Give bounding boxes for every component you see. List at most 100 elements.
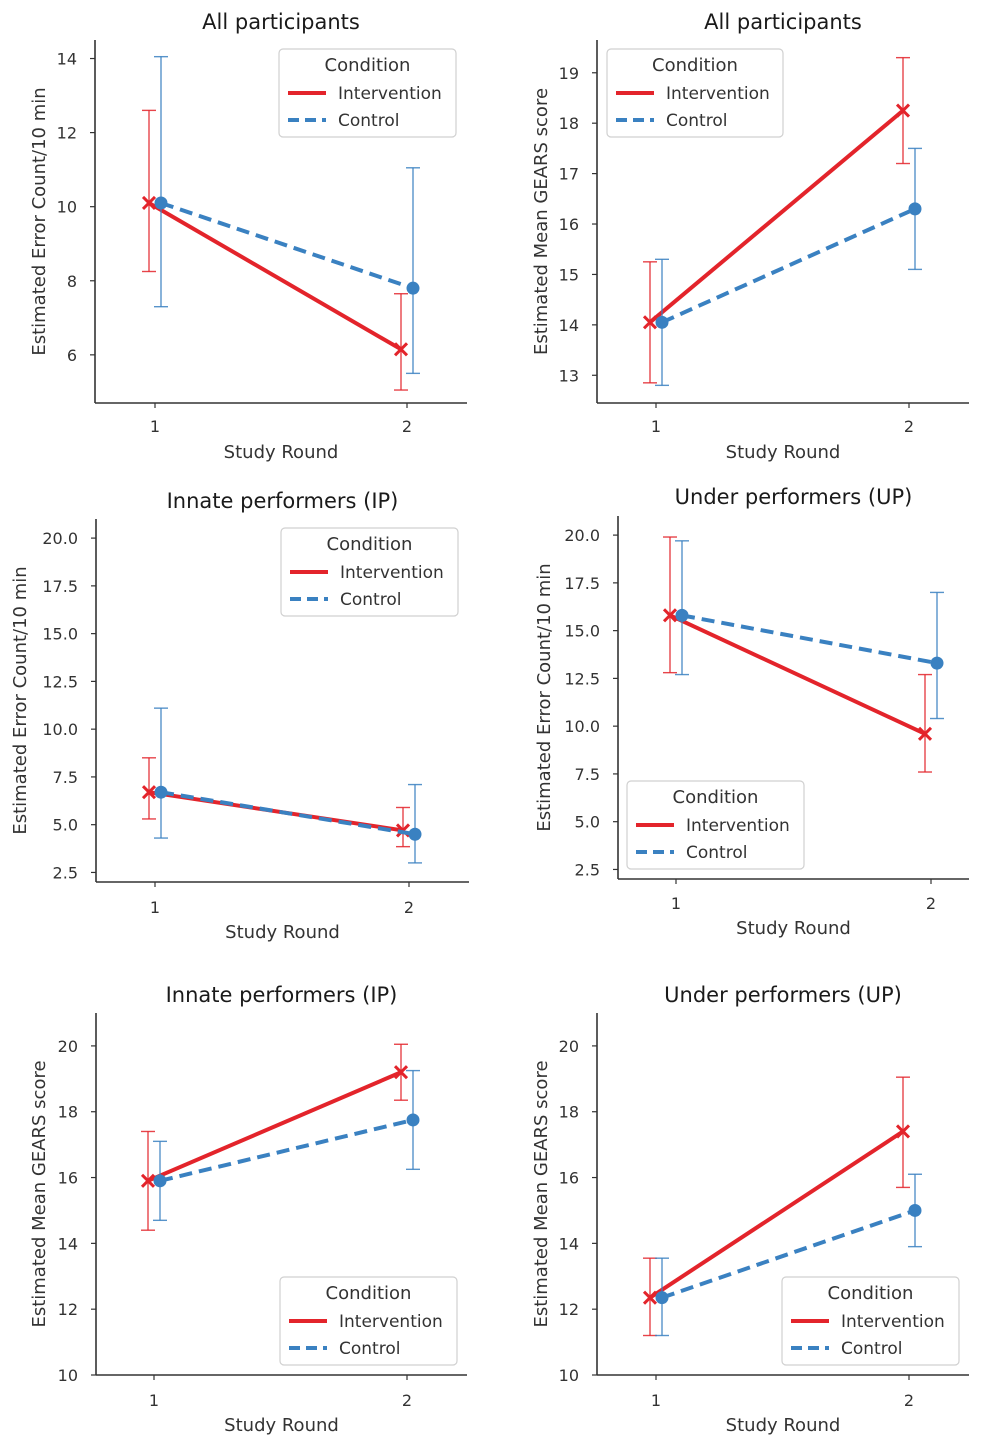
x-marker xyxy=(895,103,911,118)
legend-title: Condition xyxy=(326,1283,412,1304)
legend-label: Intervention xyxy=(340,563,444,583)
legend-label: Control xyxy=(339,1339,400,1359)
x-tick-label: 2 xyxy=(904,1391,914,1410)
y-tick-label: 16 xyxy=(559,1169,579,1188)
error-bar xyxy=(406,167,420,375)
circle-marker xyxy=(655,315,669,329)
circle-marker xyxy=(154,785,168,799)
y-tick-label: 18 xyxy=(559,1103,579,1122)
x-marker xyxy=(642,315,658,330)
x-axis-label: Study Round xyxy=(726,1415,841,1436)
y-tick-label: 5.0 xyxy=(53,816,78,835)
series-line-intervention xyxy=(648,1129,905,1300)
chart-panel-3: Innate performers (IP) 2.5 5.0 7.5 10.0 12.5 1… xyxy=(10,489,469,943)
y-tick-label: 2.5 xyxy=(575,860,600,879)
legend-title: Condition xyxy=(828,1283,914,1304)
legend-label: Intervention xyxy=(338,84,442,104)
y-tick-label: 18 xyxy=(559,114,579,133)
x-marker xyxy=(917,726,933,741)
y-tick-label: 15 xyxy=(559,265,579,284)
y-tick-label: 12.5 xyxy=(42,672,78,691)
y-tick-label: 14 xyxy=(58,1234,78,1253)
x-axis-label: Study Round xyxy=(224,442,339,463)
y-axis-label: Estimated Error Count/10 min xyxy=(10,566,31,834)
legend-label: Control xyxy=(338,111,399,131)
x-axis-label: Study Round xyxy=(736,918,851,939)
x-tick-label: 1 xyxy=(150,417,160,436)
y-tick-label: 20 xyxy=(58,1037,78,1056)
legend-box xyxy=(280,527,459,617)
y-tick-label: 15.0 xyxy=(564,622,600,641)
legend: Condition Intervention Control xyxy=(279,1276,458,1366)
x-marker xyxy=(393,1065,409,1080)
legend-box xyxy=(781,1276,960,1366)
y-tick-label: 19 xyxy=(559,64,579,83)
y-tick-label: 10 xyxy=(57,198,77,217)
series-line-control xyxy=(661,1208,916,1300)
error-bar xyxy=(930,591,944,720)
series-line-control xyxy=(160,201,414,291)
legend-label: Intervention xyxy=(666,84,770,104)
chart-panel-2: All participants 13 14 15 16 17 18 19 1 2 Study Ro… xyxy=(531,10,969,463)
y-tick-label: 12 xyxy=(58,1300,78,1319)
circle-marker xyxy=(930,656,944,670)
y-tick-label: 20 xyxy=(559,1037,579,1056)
y-axis-label: Estimated Mean GEARS score xyxy=(531,88,552,355)
legend: Condition Intervention Control xyxy=(606,48,784,138)
y-tick-label: 15.0 xyxy=(42,625,78,644)
x-marker xyxy=(141,195,157,211)
circle-marker xyxy=(153,1174,167,1188)
legend: Condition Intervention Control xyxy=(626,780,805,870)
x-marker xyxy=(140,1173,156,1188)
x-tick-label: 2 xyxy=(404,898,414,917)
y-axis-label: Estimated Error Count/10 min xyxy=(29,87,50,355)
error-bar xyxy=(154,55,168,308)
chart-title: Innate performers (IP) xyxy=(167,489,399,513)
x-marker xyxy=(393,342,409,357)
y-tick-label: 17 xyxy=(559,165,579,184)
legend-label: Control xyxy=(340,590,401,610)
legend-label: Control xyxy=(841,1339,902,1359)
x-tick-label: 2 xyxy=(402,1391,412,1410)
y-tick-label: 14 xyxy=(559,316,579,335)
error-bar xyxy=(396,806,410,848)
x-tick-label: 1 xyxy=(651,417,661,436)
series-line-control xyxy=(661,207,916,325)
x-marker xyxy=(642,1290,658,1305)
y-tick-label: 20.0 xyxy=(564,526,600,545)
circle-marker xyxy=(406,1113,420,1127)
x-axis-label: Study Round xyxy=(224,1415,339,1436)
y-tick-label: 10.0 xyxy=(42,720,78,739)
circle-marker xyxy=(908,202,922,216)
legend-label: Intervention xyxy=(686,816,790,836)
legend-label: Control xyxy=(686,843,747,863)
circle-marker xyxy=(408,827,422,841)
legend-title: Condition xyxy=(325,55,411,76)
legend-box xyxy=(278,48,457,138)
series-line-intervention xyxy=(648,109,905,324)
error-bar xyxy=(394,293,408,391)
x-marker xyxy=(895,1124,911,1139)
y-tick-label: 2.5 xyxy=(53,863,78,882)
circle-marker xyxy=(908,1203,922,1217)
chart-title: Under performers (UP) xyxy=(675,485,913,509)
y-axis-label: Estimated Mean GEARS score xyxy=(29,1060,50,1327)
circle-marker xyxy=(406,281,420,295)
legend-box xyxy=(279,1276,458,1366)
y-tick-label: 17.5 xyxy=(42,577,78,596)
circle-marker xyxy=(675,608,689,622)
x-tick-label: 2 xyxy=(904,417,914,436)
x-axis-label: Study Round xyxy=(225,922,340,943)
chart-title: Innate performers (IP) xyxy=(166,983,398,1007)
y-tick-label: 7.5 xyxy=(53,768,78,787)
y-tick-label: 20.0 xyxy=(42,529,78,548)
legend-label: Intervention xyxy=(339,1312,443,1332)
y-tick-label: 17.5 xyxy=(564,574,600,593)
x-tick-label: 1 xyxy=(149,1391,159,1410)
legend-box xyxy=(626,780,805,870)
y-tick-label: 10 xyxy=(559,1366,579,1385)
series-line-intervention xyxy=(147,201,403,352)
legend: Condition Intervention Control xyxy=(278,48,457,138)
